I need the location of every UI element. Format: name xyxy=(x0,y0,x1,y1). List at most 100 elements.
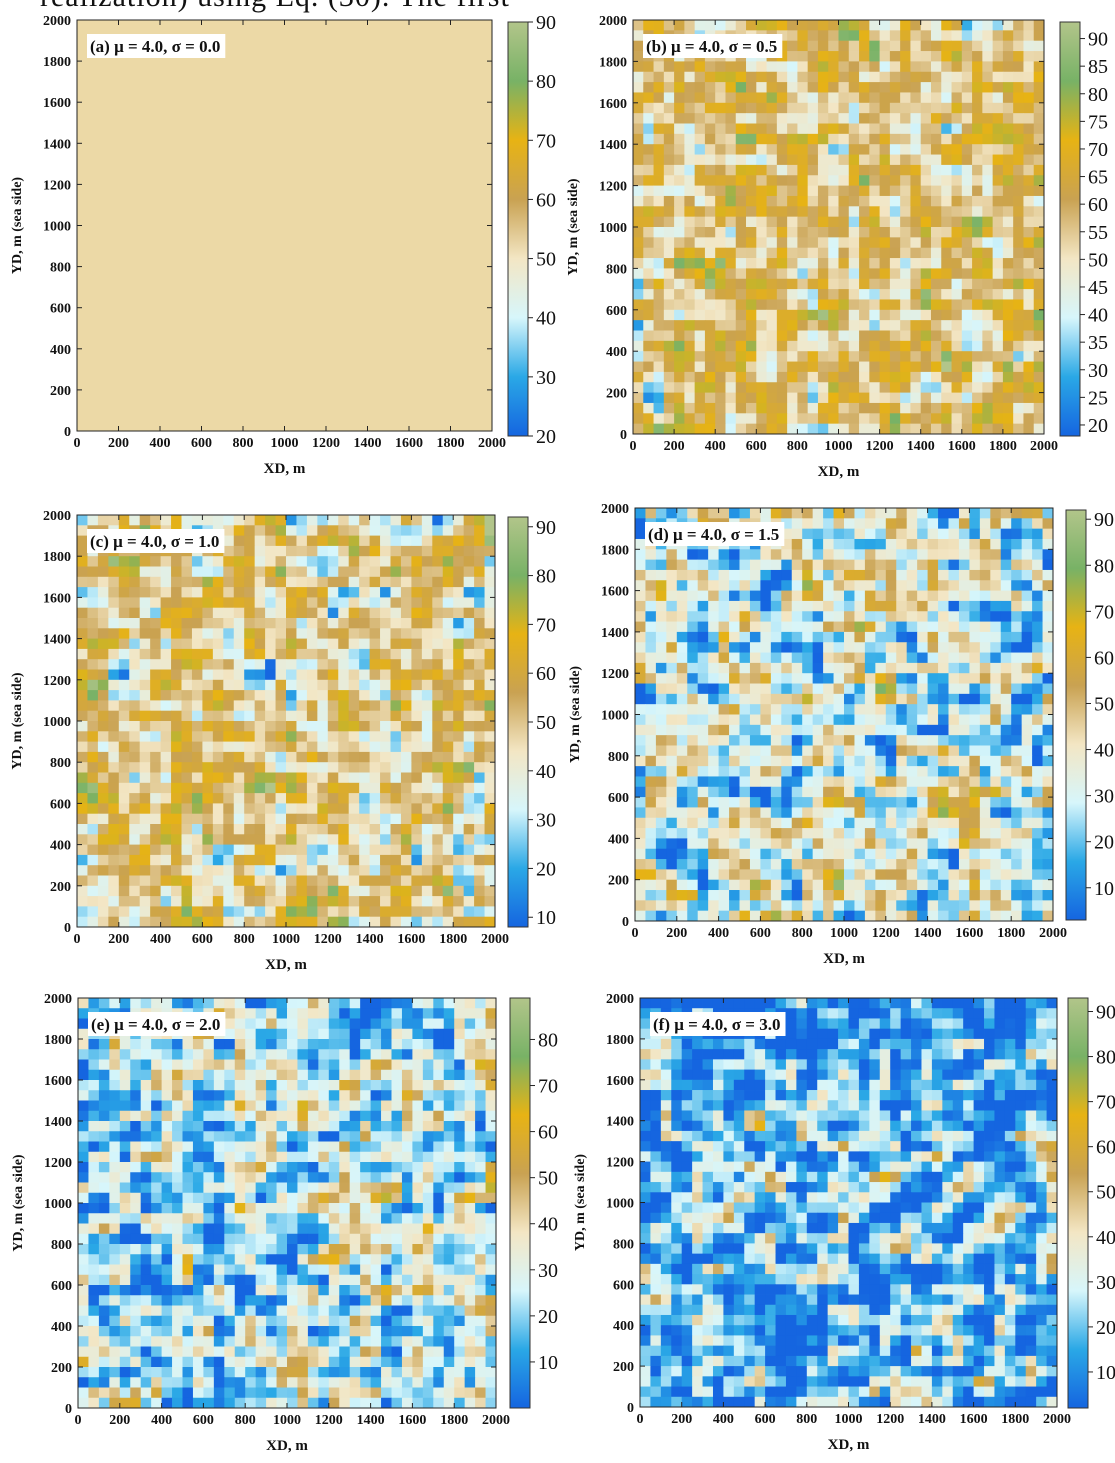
heatmap-cell xyxy=(746,351,757,362)
heatmap-cell xyxy=(1011,879,1023,891)
heatmap-cell xyxy=(990,673,1002,684)
heatmap-cell xyxy=(369,648,381,660)
heatmap-cell xyxy=(766,351,778,362)
heatmap-cell xyxy=(746,195,757,207)
heatmap-cell xyxy=(87,556,99,567)
heatmap-cell xyxy=(655,828,667,839)
heatmap-cell xyxy=(791,869,803,881)
heatmap-cell xyxy=(787,382,798,393)
heatmap-cell xyxy=(1023,237,1035,249)
heatmap-cell xyxy=(875,569,887,581)
heatmap-cell xyxy=(875,528,887,540)
heatmap-cell xyxy=(1033,206,1045,218)
heatmap-cell xyxy=(948,642,960,653)
heatmap-cell xyxy=(380,535,391,547)
heatmap-cell xyxy=(920,402,932,414)
heatmap-cell xyxy=(653,71,665,83)
heatmap-cell xyxy=(1002,175,1014,186)
heatmap-cell xyxy=(129,597,141,609)
heatmap-cell xyxy=(139,618,151,629)
heatmap-cell xyxy=(889,320,901,331)
heatmap-cell xyxy=(725,361,737,373)
heatmap-cell xyxy=(643,320,654,331)
heatmap-cell xyxy=(812,714,824,726)
heatmap-cell xyxy=(633,113,644,124)
heatmap-cell xyxy=(704,206,716,218)
heatmap-cell xyxy=(838,30,850,42)
heatmap-cell xyxy=(749,807,761,819)
heatmap-cell xyxy=(817,30,829,42)
heatmap-cell xyxy=(1042,631,1054,643)
heatmap-cell xyxy=(969,549,981,561)
heatmap-cell xyxy=(484,710,496,722)
heatmap-cell xyxy=(275,834,287,845)
x-axis-label: XD, m xyxy=(265,957,307,973)
heatmap-cell xyxy=(327,854,339,866)
heatmap-cell xyxy=(823,673,834,684)
heatmap-cell xyxy=(265,844,276,856)
heatmap-cell xyxy=(1033,82,1045,93)
heatmap-cell xyxy=(1023,71,1035,83)
heatmap-cell xyxy=(369,875,381,887)
heatmap-cell xyxy=(1042,580,1054,591)
heatmap-cell xyxy=(961,351,973,362)
heatmap-cell xyxy=(181,700,193,712)
heatmap-cell xyxy=(807,144,819,155)
heatmap-cell xyxy=(854,518,866,530)
heatmap-cell xyxy=(463,576,475,588)
heatmap-cell xyxy=(400,710,412,722)
heatmap-cell xyxy=(348,607,360,619)
heatmap-cell xyxy=(848,20,860,31)
heatmap-cell xyxy=(306,803,318,815)
heatmap-cell xyxy=(432,659,444,670)
heatmap-cell xyxy=(171,566,182,578)
heatmap-cell xyxy=(982,309,994,321)
heatmap-cell xyxy=(129,576,141,588)
heatmap-cell xyxy=(879,175,891,186)
heatmap-cell xyxy=(306,566,318,578)
heatmap-cell xyxy=(735,402,747,414)
heatmap-cell xyxy=(766,402,778,414)
heatmap-cell xyxy=(1023,309,1035,321)
y-tick-label: 2000 xyxy=(599,14,627,29)
heatmap-cell xyxy=(265,525,276,536)
heatmap-cell xyxy=(828,133,839,145)
heatmap-cell xyxy=(735,330,747,342)
x-tick-label: 400 xyxy=(150,932,171,947)
heatmap-cell xyxy=(1021,600,1033,612)
heatmap-cell xyxy=(108,772,120,784)
heatmap-cell xyxy=(296,607,308,619)
heatmap-cell xyxy=(1033,175,1045,186)
heatmap-cell xyxy=(823,518,834,530)
heatmap-cell xyxy=(817,247,829,259)
heatmap-cell xyxy=(655,797,667,808)
heatmap-cell xyxy=(359,710,370,722)
heatmap-cell xyxy=(715,113,726,124)
heatmap-cell xyxy=(244,793,256,804)
heatmap-cell xyxy=(920,154,932,166)
heatmap-cell xyxy=(864,807,876,819)
heatmap-cell xyxy=(864,549,876,561)
heatmap-cell xyxy=(823,714,834,726)
heatmap-cell xyxy=(969,859,981,870)
heatmap-cell xyxy=(635,724,646,736)
heatmap-cell xyxy=(118,885,130,897)
heatmap-cell xyxy=(697,621,709,633)
heatmap-cell xyxy=(1033,133,1045,145)
heatmap-cell xyxy=(938,859,949,870)
heatmap-cell xyxy=(920,413,932,425)
heatmap-cell xyxy=(961,61,973,73)
heatmap-cell xyxy=(992,413,1004,425)
heatmap-cell xyxy=(118,865,130,876)
heatmap-cell xyxy=(848,51,860,62)
heatmap-cell xyxy=(848,30,860,42)
heatmap-cell xyxy=(1042,652,1054,664)
heatmap-cell xyxy=(941,371,952,383)
heatmap-cell xyxy=(432,916,444,928)
heatmap-cell xyxy=(484,700,496,712)
heatmap-cell xyxy=(160,576,172,588)
heatmap-cell xyxy=(181,648,193,660)
heatmap-cell xyxy=(1000,538,1012,550)
heatmap-cell xyxy=(674,413,685,425)
heatmap-cell xyxy=(896,879,908,891)
